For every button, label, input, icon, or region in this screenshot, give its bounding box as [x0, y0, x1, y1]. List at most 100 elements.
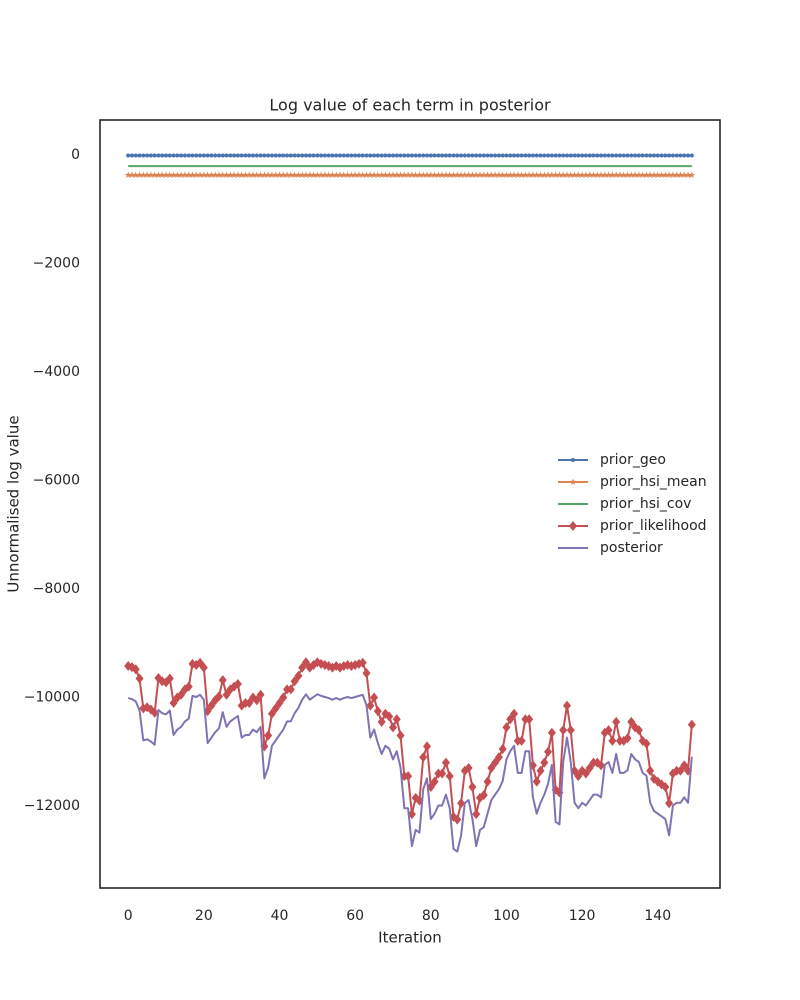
- data-point: [574, 771, 583, 782]
- data-point: [435, 171, 442, 178]
- data-point: [204, 171, 211, 178]
- legend-label: prior_likelihood: [600, 518, 707, 534]
- data-point: [610, 153, 615, 158]
- x-tick-label: 60: [346, 908, 364, 924]
- chart-title: Log value of each term in posterior: [269, 96, 551, 115]
- data-point: [476, 171, 484, 178]
- data-point: [572, 153, 577, 158]
- data-point: [251, 153, 256, 158]
- data-point: [419, 752, 428, 763]
- data-point: [684, 171, 692, 178]
- y-tick-label: −10000: [24, 690, 80, 706]
- data-point: [581, 768, 590, 779]
- y-axis-label: Unnormalised log value: [5, 415, 23, 592]
- data-point: [313, 171, 321, 178]
- data-point: [575, 171, 582, 178]
- data-point: [220, 153, 225, 158]
- data-point: [549, 153, 554, 158]
- data-point: [517, 735, 526, 746]
- data-point: [459, 153, 464, 158]
- data-point: [264, 171, 272, 178]
- data-point: [427, 171, 435, 178]
- data-point: [651, 153, 656, 158]
- data-point: [568, 153, 573, 158]
- data-point: [533, 171, 541, 178]
- data-point: [484, 171, 491, 178]
- data-point: [201, 153, 206, 158]
- data-point: [286, 684, 295, 695]
- data-point: [169, 697, 178, 708]
- data-point: [243, 153, 248, 158]
- data-point: [654, 171, 662, 178]
- data-point: [438, 171, 446, 178]
- data-point: [646, 171, 654, 178]
- data-point: [321, 171, 329, 178]
- data-point: [385, 171, 393, 178]
- series-line: [127, 693, 693, 853]
- x-tick-label: 20: [195, 908, 213, 924]
- data-point: [353, 153, 358, 158]
- data-point: [559, 171, 567, 178]
- data-point: [379, 153, 384, 158]
- data-point: [366, 171, 374, 178]
- data-point: [192, 171, 200, 178]
- legend-label: prior_hsi_cov: [600, 496, 691, 512]
- data-point: [234, 171, 242, 178]
- data-point: [268, 171, 276, 178]
- data-point: [334, 153, 339, 158]
- data-point: [302, 171, 310, 178]
- data-point: [663, 153, 668, 158]
- data-point: [453, 814, 462, 825]
- data-point: [375, 153, 380, 158]
- data-point: [453, 171, 461, 178]
- data-point: [494, 752, 503, 763]
- data-point: [489, 153, 494, 158]
- data-point: [209, 153, 214, 158]
- data-point: [271, 703, 280, 714]
- data-point: [332, 171, 340, 178]
- data-point: [621, 153, 626, 158]
- data-point: [561, 153, 566, 158]
- data-point: [315, 153, 320, 158]
- data-point: [525, 714, 534, 725]
- x-tick-label: 100: [493, 908, 520, 924]
- data-point: [595, 153, 600, 158]
- x-axis-label: Iteration: [378, 929, 442, 947]
- data-point: [362, 668, 371, 679]
- data-point: [508, 153, 513, 158]
- y-tick-label: −2000: [33, 255, 80, 271]
- data-point: [158, 171, 166, 178]
- data-point: [620, 171, 628, 178]
- data-point: [155, 171, 162, 178]
- data-point: [344, 171, 351, 178]
- data-point: [393, 171, 401, 178]
- data-point: [174, 171, 181, 178]
- data-point: [349, 153, 354, 158]
- data-point: [252, 695, 261, 706]
- data-point: [468, 782, 477, 793]
- data-point: [529, 171, 537, 178]
- data-point: [576, 153, 581, 158]
- data-point: [373, 706, 382, 717]
- data-point: [527, 153, 532, 158]
- data-point: [563, 171, 571, 178]
- legend-marker: [571, 458, 575, 462]
- data-point: [205, 153, 210, 158]
- data-point: [436, 153, 441, 158]
- y-tick-label: −4000: [33, 364, 80, 380]
- data-point: [214, 691, 223, 702]
- data-point: [445, 771, 454, 782]
- data-point: [228, 153, 233, 158]
- data-point: [566, 725, 575, 736]
- data-point: [658, 171, 665, 178]
- data-point: [423, 741, 432, 752]
- data-point: [408, 171, 416, 178]
- data-point: [457, 798, 466, 809]
- data-point: [363, 171, 370, 178]
- data-point: [245, 697, 254, 708]
- data-point: [636, 153, 641, 158]
- data-point: [275, 697, 284, 708]
- data-point: [428, 153, 433, 158]
- x-tick-label: 120: [569, 908, 596, 924]
- data-point: [450, 171, 457, 178]
